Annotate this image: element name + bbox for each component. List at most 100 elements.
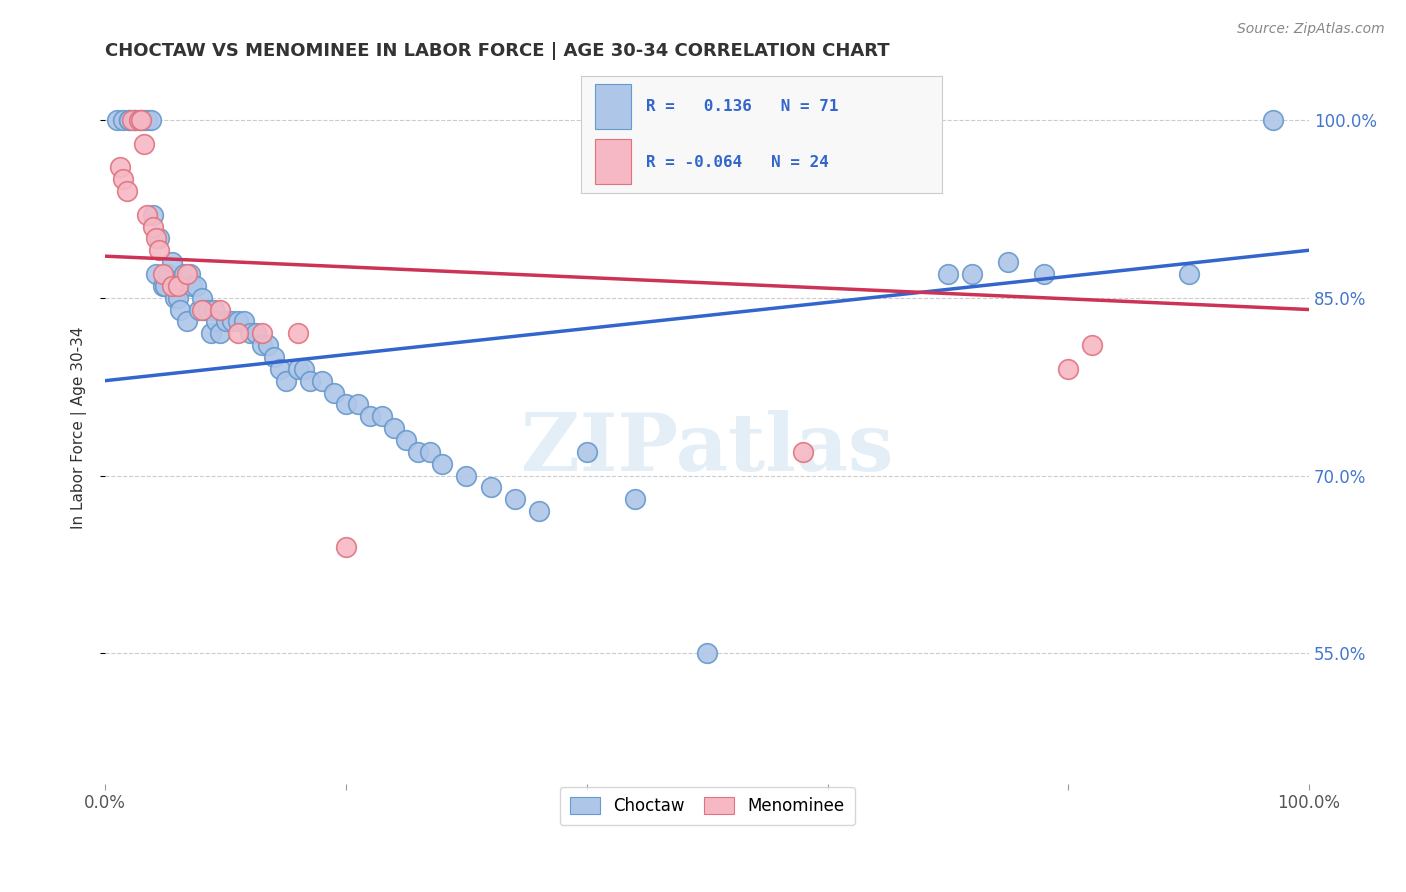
Point	[575, 444, 598, 458]
Point	[232, 314, 254, 328]
Point	[115, 184, 138, 198]
Point	[136, 208, 159, 222]
Point	[226, 314, 249, 328]
Point	[239, 326, 262, 341]
Point	[190, 291, 212, 305]
Point	[479, 480, 502, 494]
Point	[205, 314, 228, 328]
Text: ZIPatlas: ZIPatlas	[522, 410, 893, 489]
Point	[287, 361, 309, 376]
Point	[245, 326, 267, 341]
Point	[419, 444, 441, 458]
Point	[118, 112, 141, 127]
Point	[131, 112, 153, 127]
Point	[152, 267, 174, 281]
Point	[184, 278, 207, 293]
Point	[250, 338, 273, 352]
Point	[173, 267, 195, 281]
Point	[132, 136, 155, 151]
Point	[136, 112, 159, 127]
Point	[256, 338, 278, 352]
Point	[121, 112, 143, 127]
Point	[208, 302, 231, 317]
Point	[527, 504, 550, 518]
Point	[960, 267, 983, 281]
Point	[323, 385, 346, 400]
Point	[624, 492, 647, 507]
Point	[1177, 267, 1199, 281]
Point	[108, 161, 131, 175]
Point	[274, 374, 297, 388]
Point	[359, 409, 381, 424]
Point	[1261, 112, 1284, 127]
Point	[124, 112, 146, 127]
Point	[118, 112, 141, 127]
Point	[432, 457, 454, 471]
Point	[145, 231, 167, 245]
Y-axis label: In Labor Force | Age 30-34: In Labor Force | Age 30-34	[72, 326, 87, 529]
Point	[287, 326, 309, 341]
Point	[176, 314, 198, 328]
Point	[202, 302, 225, 317]
Point	[124, 112, 146, 127]
Point	[200, 326, 222, 341]
Point	[148, 244, 170, 258]
Point	[371, 409, 394, 424]
Point	[292, 361, 315, 376]
Point	[696, 646, 718, 660]
Point	[406, 444, 429, 458]
Point	[131, 112, 153, 127]
Point	[1057, 361, 1080, 376]
Point	[335, 540, 357, 554]
Point	[181, 278, 204, 293]
Point	[112, 172, 135, 186]
Point	[335, 397, 357, 411]
Legend: Choctaw, Menominee: Choctaw, Menominee	[560, 787, 855, 825]
Point	[188, 302, 211, 317]
Point	[1033, 267, 1056, 281]
Point	[179, 267, 201, 281]
Point	[148, 231, 170, 245]
Point	[208, 326, 231, 341]
Point	[145, 267, 167, 281]
Point	[152, 278, 174, 293]
Point	[166, 278, 188, 293]
Point	[503, 492, 526, 507]
Point	[160, 255, 183, 269]
Point	[190, 302, 212, 317]
Point	[215, 314, 238, 328]
Point	[263, 350, 285, 364]
Point	[142, 219, 165, 234]
Point	[193, 302, 215, 317]
Point	[269, 361, 291, 376]
Point	[169, 302, 191, 317]
Point	[105, 112, 128, 127]
Point	[250, 326, 273, 341]
Point	[155, 278, 177, 293]
Point	[165, 291, 187, 305]
Text: CHOCTAW VS MENOMINEE IN LABOR FORCE | AGE 30-34 CORRELATION CHART: CHOCTAW VS MENOMINEE IN LABOR FORCE | AG…	[105, 42, 890, 60]
Point	[456, 468, 478, 483]
Point	[347, 397, 370, 411]
Point	[176, 267, 198, 281]
Point	[792, 444, 814, 458]
Point	[1081, 338, 1104, 352]
Point	[997, 255, 1019, 269]
Point	[226, 326, 249, 341]
Point	[156, 267, 179, 281]
Point	[936, 267, 959, 281]
Point	[197, 302, 219, 317]
Point	[142, 208, 165, 222]
Point	[298, 374, 321, 388]
Point	[395, 433, 418, 447]
Point	[128, 112, 150, 127]
Point	[166, 291, 188, 305]
Point	[221, 314, 243, 328]
Point	[112, 112, 135, 127]
Point	[311, 374, 333, 388]
Point	[132, 112, 155, 127]
Point	[139, 112, 162, 127]
Text: Source: ZipAtlas.com: Source: ZipAtlas.com	[1237, 22, 1385, 37]
Point	[382, 421, 405, 435]
Point	[160, 278, 183, 293]
